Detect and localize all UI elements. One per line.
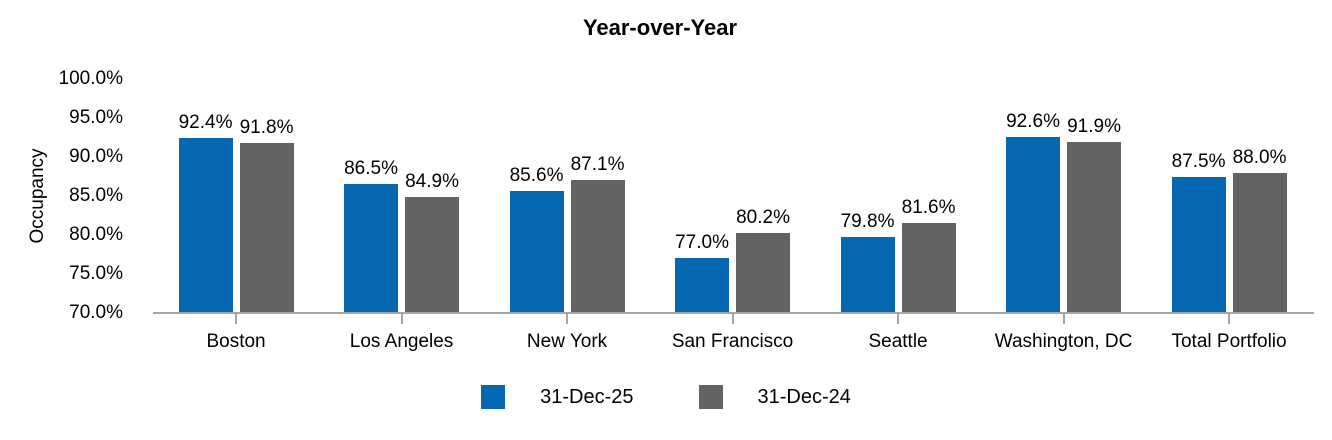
bar-31-Dec-24-San Francisco: [736, 233, 791, 313]
category-tick-mark: [731, 314, 734, 324]
category-label: Boston: [206, 331, 266, 352]
bar-31-Dec-25-Los Angeles: [344, 184, 399, 313]
category-tick-mark: [1228, 314, 1231, 324]
legend-swatch-31-dec-25: [481, 385, 506, 409]
bar-value-label: 88.0%: [1232, 146, 1287, 168]
bar-value-label: 86.5%: [344, 158, 398, 180]
bar-value-label: 87.5%: [1171, 150, 1226, 172]
category-label: Los Angeles: [349, 331, 454, 352]
bar-31-Dec-24-Seattle: [901, 222, 956, 313]
bar-31-Dec-25-San Francisco: [675, 258, 730, 313]
category-tick-mark: [235, 314, 238, 324]
y-tick-label: 95.0%: [69, 107, 123, 128]
bar-31-Dec-24-Total Portfolio: [1232, 172, 1287, 313]
bar-31-Dec-24-Los Angeles: [405, 196, 460, 313]
bar-value-label: 80.2%: [736, 207, 790, 229]
bar-value-label: 84.9%: [405, 170, 459, 192]
bar-31-Dec-25-Washington, DC: [1006, 136, 1061, 313]
legend-swatch-31-dec-24: [698, 385, 723, 409]
bar-value-label: 91.9%: [1067, 116, 1121, 138]
category-tick-mark: [566, 314, 569, 324]
legend-item-current-year: 31-Dec-25: [481, 385, 634, 409]
bar-31-Dec-24-Boston: [239, 142, 294, 313]
category-label: Seattle: [868, 331, 928, 352]
x-axis-line: [153, 312, 1314, 314]
category-tick-mark: [897, 314, 900, 324]
category-label: New York: [526, 331, 608, 352]
y-tick-label: 90.0%: [69, 146, 123, 167]
y-tick-label: 70.0%: [69, 302, 123, 323]
bar-31-Dec-25-New York: [509, 191, 564, 313]
category-label: Total Portfolio: [1171, 331, 1287, 352]
chart-title: Year-over-Year: [582, 15, 738, 40]
bar-value-label: 91.8%: [239, 116, 294, 138]
bar-31-Dec-25-Seattle: [840, 236, 895, 313]
bar-value-label: 77.0%: [675, 232, 729, 254]
y-tick-label: 85.0%: [69, 185, 123, 206]
bar-value-label: 92.4%: [178, 112, 233, 134]
legend-item-prior-year: 31-Dec-24: [698, 385, 851, 409]
bar-value-label: 87.1%: [570, 153, 625, 175]
bar-value-label: 85.6%: [509, 165, 564, 187]
y-tick-label: 75.0%: [69, 263, 123, 284]
bar-31-Dec-24-New York: [570, 179, 625, 313]
category-tick-mark: [400, 314, 403, 324]
y-tick-label: 100.0%: [58, 68, 123, 89]
legend-label-31-dec-24: 31-Dec-24: [757, 386, 851, 408]
bar-31-Dec-25-Boston: [178, 138, 233, 313]
category-label: Washington, DC: [994, 331, 1133, 352]
bar-value-label: 81.6%: [901, 196, 956, 218]
category-label: San Francisco: [671, 331, 794, 352]
bar-31-Dec-24-Washington, DC: [1067, 142, 1122, 313]
category-tick-mark: [1062, 314, 1065, 324]
bar-value-label: 92.6%: [1006, 110, 1060, 132]
y-tick-label: 80.0%: [69, 224, 123, 245]
legend-label-31-dec-25: 31-Dec-25: [540, 386, 634, 408]
bar-value-label: 79.8%: [840, 210, 895, 232]
legend: 31-Dec-25 31-Dec-24: [0, 385, 1332, 409]
bar-31-Dec-25-Total Portfolio: [1171, 176, 1226, 313]
